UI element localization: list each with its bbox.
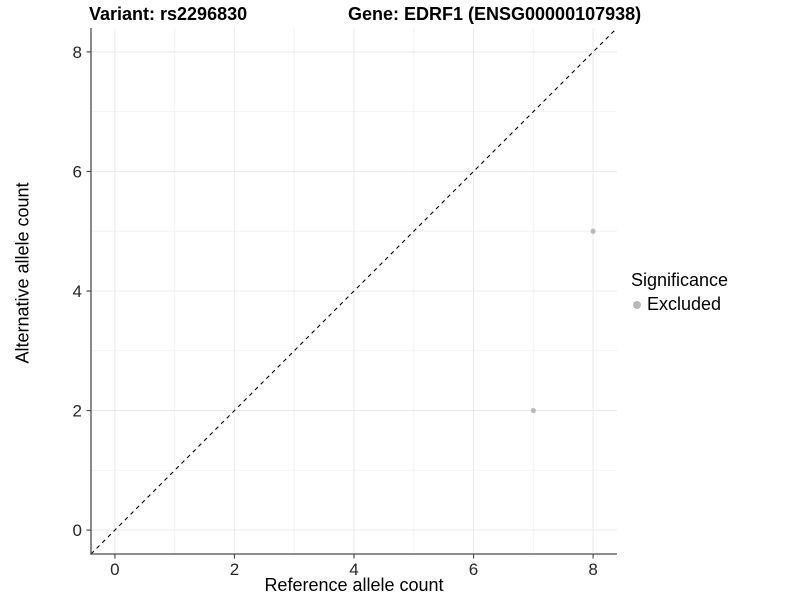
y-axis-title: Alternative allele count — [12, 182, 33, 364]
plot-title-variant: Variant: rs2296830 — [89, 4, 248, 24]
x-tick-label: 6 — [469, 560, 478, 579]
x-tick-label: 8 — [588, 560, 597, 579]
y-tick-label: 4 — [73, 282, 82, 301]
legend-item-label: Excluded — [647, 294, 722, 314]
legend-point-icon — [633, 300, 641, 309]
x-tick-label: 0 — [110, 560, 119, 579]
y-tick-label: 0 — [73, 521, 82, 540]
plot-title-gene: Gene: EDRF1 (ENSG00000107938) — [348, 4, 642, 24]
x-tick-label: 2 — [230, 560, 239, 579]
x-axis-title: Reference allele count — [264, 575, 444, 595]
y-tick-label: 2 — [73, 402, 82, 421]
identity-dashed-line — [90, 27, 618, 555]
data-point — [530, 407, 536, 414]
legend-item-excluded: Excluded — [631, 294, 728, 315]
y-tick-label: 8 — [73, 43, 82, 62]
legend-title: Significance — [631, 270, 729, 290]
legend: Significance Excluded — [631, 270, 728, 315]
y-tick-label: 6 — [73, 162, 82, 181]
x-tick-label: 4 — [349, 560, 358, 579]
data-point — [590, 228, 596, 234]
